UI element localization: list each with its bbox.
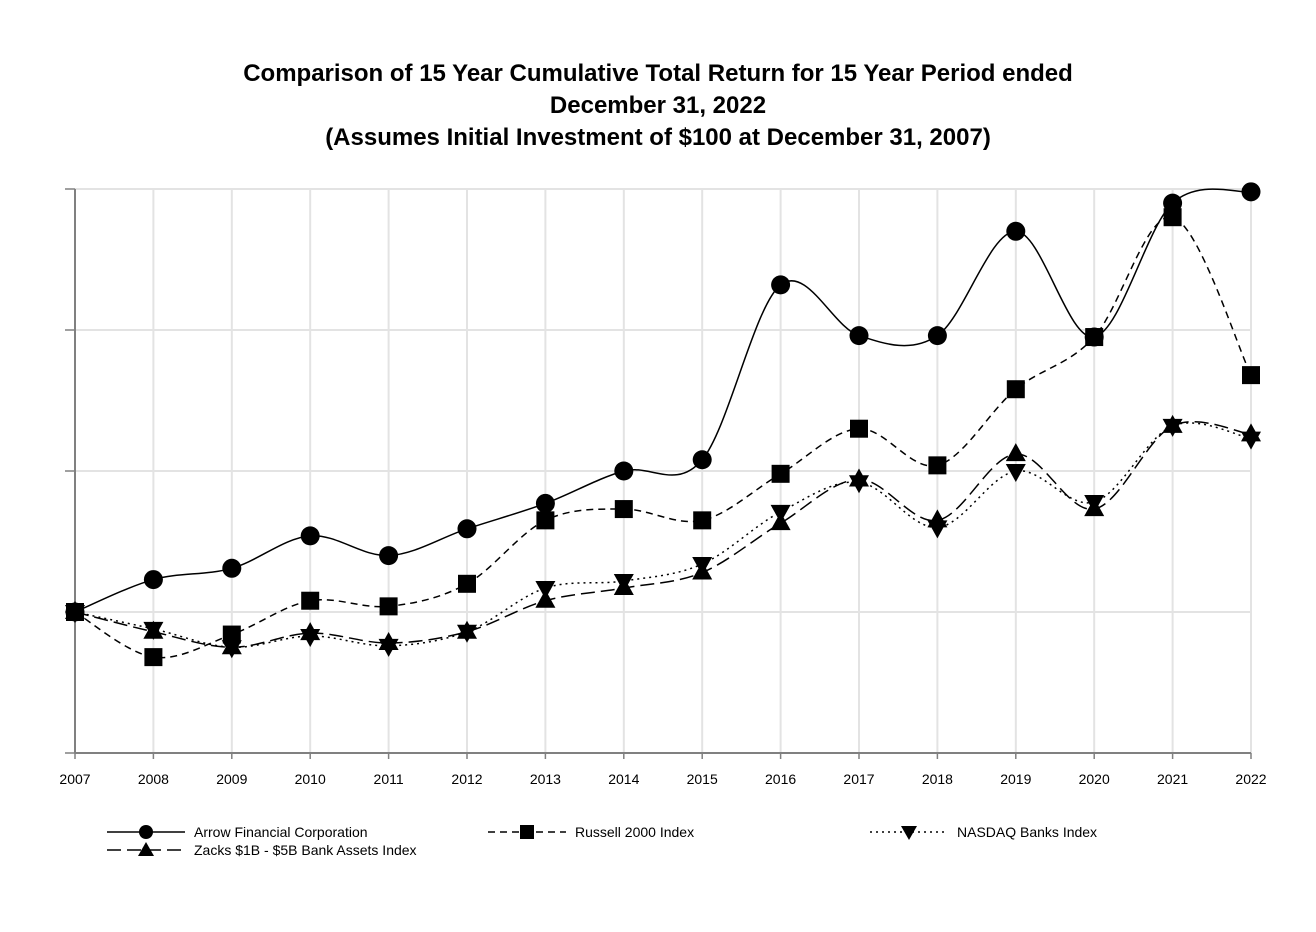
x-tick-label: 2008 [138, 771, 169, 787]
data-point-series-2 [927, 520, 948, 539]
x-tick-label: 2010 [295, 771, 326, 787]
series-line-0 [74, 188, 1252, 613]
series-line-1 [74, 216, 1252, 659]
data-point-series-0 [143, 570, 163, 590]
data-point-series-1 [458, 574, 476, 593]
axes [65, 188, 1252, 759]
data-point-series-2 [1084, 495, 1105, 514]
data-point-series-1 [536, 511, 555, 530]
x-tick-label: 2009 [216, 771, 247, 787]
data-point-series-0 [849, 326, 869, 346]
x-tick-label: 2021 [1157, 771, 1188, 787]
data-point-series-1 [144, 648, 163, 667]
x-tick-label: 2018 [922, 771, 953, 787]
data-point-series-2 [300, 628, 321, 647]
legend-marker-2 [901, 826, 917, 840]
legend-marker-1 [520, 825, 534, 839]
data-point-series-1 [771, 464, 790, 483]
data-point-series-1 [693, 511, 712, 530]
x-tick-label: 2007 [59, 771, 90, 787]
data-point-series-2 [535, 581, 556, 600]
data-point-series-2 [770, 504, 791, 523]
data-point-series-1 [1163, 208, 1182, 227]
x-tick-label: 2016 [765, 771, 796, 787]
data-point-series-0 [65, 602, 85, 622]
data-point-series-2 [378, 638, 399, 657]
data-point-series-2 [221, 640, 242, 659]
x-tick-label: 2017 [843, 771, 874, 787]
x-tick-label: 2019 [1000, 771, 1031, 787]
data-point-series-0 [457, 519, 477, 539]
data-point-series-1 [301, 591, 320, 610]
data-point-series-1 [850, 419, 868, 438]
data-point-series-0 [1084, 327, 1104, 347]
data-point-series-1 [222, 625, 241, 644]
data-point-series-0 [1163, 193, 1183, 213]
data-point-series-1 [1006, 380, 1025, 399]
data-point-series-2 [1162, 418, 1183, 437]
data-point-series-2 [1005, 464, 1026, 482]
chart-title: Comparison of 15 Year Cumulative Total R… [0, 58, 1316, 154]
data-point-series-0 [614, 461, 634, 481]
data-point-series-0 [535, 493, 555, 513]
x-tick-label: 2022 [1235, 771, 1266, 787]
data-point-series-1 [1242, 366, 1260, 385]
x-tick-label: 2014 [608, 771, 639, 787]
data-point-series-0 [300, 526, 320, 546]
legend-label-3: Zacks $1B - $5B Bank Assets Index [194, 842, 417, 858]
series-layer [65, 182, 1261, 667]
legend-marker-3 [138, 842, 154, 856]
data-point-series-0 [1241, 182, 1261, 202]
data-point-series-2 [849, 475, 869, 494]
legend-label-2: NASDAQ Banks Index [957, 824, 1097, 840]
data-point-series-1 [379, 597, 398, 616]
data-point-series-0 [222, 558, 242, 578]
data-point-series-2 [143, 621, 164, 640]
data-point-series-2 [692, 557, 713, 576]
data-point-series-1 [614, 500, 633, 519]
data-point-series-3 [1005, 443, 1026, 462]
legend-label-0: Arrow Financial Corporation [194, 824, 368, 840]
data-point-series-0 [771, 275, 791, 295]
series-line-3 [74, 421, 1252, 649]
x-tick-labels: 2007 2008 2009 2010 2011 2012 2013 2014 2015 2016… [59, 771, 1266, 787]
data-point-series-2 [613, 573, 634, 592]
legend-marker-0 [139, 825, 153, 839]
x-tick-label: 2020 [1079, 771, 1110, 787]
data-point-series-0 [379, 546, 399, 566]
data-point-series-2 [457, 624, 477, 643]
data-point-series-1 [928, 456, 947, 475]
series-line-2 [74, 422, 1252, 649]
legend: Arrow Financial Corporation Russell 2000 … [107, 824, 1097, 858]
chart-title-line-3: (Assumes Initial Investment of $100 at D… [325, 124, 991, 151]
data-point-series-0 [1006, 221, 1026, 241]
x-tick-label: 2015 [687, 771, 718, 787]
chart-title-line-1: Comparison of 15 Year Cumulative Total R… [243, 60, 1073, 87]
x-tick-label: 2011 [374, 771, 404, 787]
x-tick-label: 2013 [530, 771, 561, 787]
x-tick-label: 2012 [451, 771, 482, 787]
chart-title-line-2: December 31, 2022 [549, 92, 767, 119]
data-point-series-0 [692, 450, 712, 470]
legend-label-1: Russell 2000 Index [575, 824, 694, 840]
data-point-series-2 [1241, 431, 1261, 450]
data-point-series-0 [927, 326, 947, 346]
gridlines [75, 188, 1252, 753]
